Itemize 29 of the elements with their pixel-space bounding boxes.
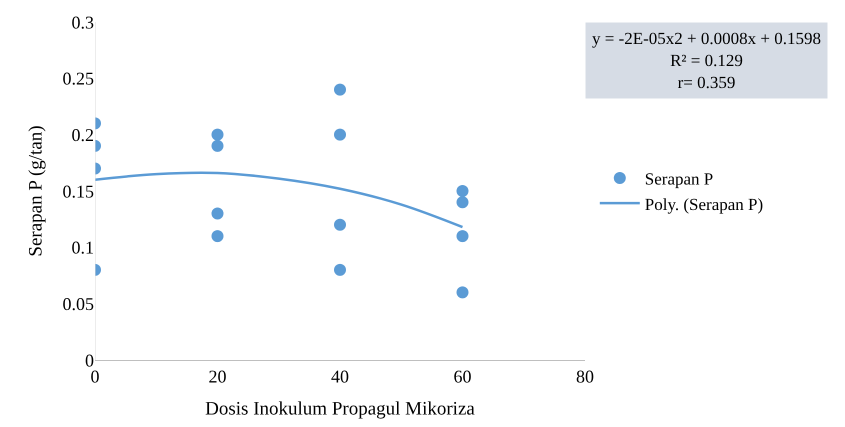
point — [212, 140, 224, 152]
point — [334, 84, 346, 96]
legend-label: Poly. (Serapan P) — [644, 194, 764, 214]
y-tick-label: 0.25 — [62, 68, 94, 89]
text: y = -2E-05x2 + 0.0008x + 0.1598 R² = 0.129 r= 0.359 — [592, 29, 821, 92]
legend-label: Serapan P — [644, 170, 714, 189]
point — [334, 128, 346, 141]
point — [334, 218, 346, 231]
point — [212, 230, 224, 242]
point — [334, 264, 346, 276]
point — [456, 185, 468, 197]
y-axis-title: Serapan P (g/tan) — [25, 125, 46, 257]
point — [456, 196, 468, 208]
x-axis-title: Dosis Inokulum Propagul Mikoriza — [205, 398, 476, 420]
x-tick-label: 40 — [331, 366, 349, 387]
y-tick-label: 0.05 — [62, 294, 94, 314]
point — [212, 128, 224, 141]
y-tick-label: 0.2 — [72, 124, 94, 145]
line-series — [95, 171, 464, 228]
x-tick-label: 80 — [576, 366, 594, 387]
x-tick-label: 60 — [454, 366, 472, 387]
y-tick-label: 0.3 — [72, 12, 94, 32]
point — [212, 208, 224, 220]
y-tick-label: 0.15 — [62, 181, 94, 202]
y-tick-label: 0 — [85, 350, 94, 370]
y-tick-label: 0.1 — [72, 238, 94, 258]
point — [456, 286, 468, 298]
point — [456, 230, 468, 242]
x-tick-label: 20 — [208, 366, 226, 387]
